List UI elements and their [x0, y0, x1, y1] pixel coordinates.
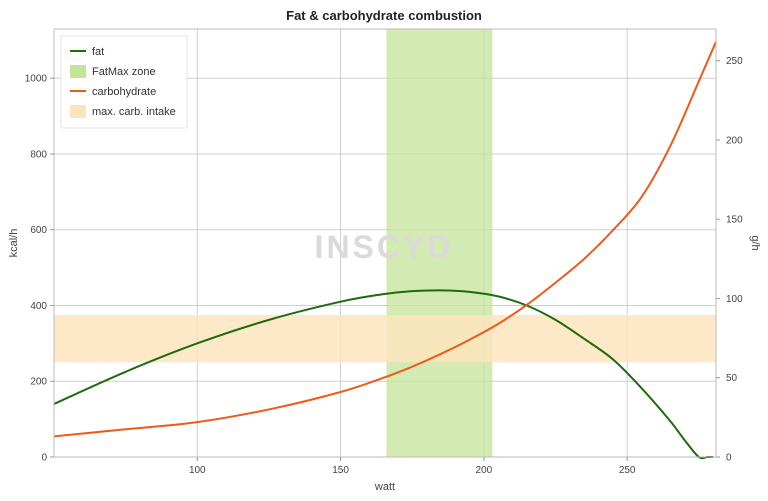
y-right-tick-label: 0 [726, 453, 732, 464]
y-right-tick-label: 250 [726, 56, 743, 67]
y-axis-right-label: g/h [749, 235, 761, 250]
x-tick-label: 200 [476, 465, 493, 476]
legend: fat FatMax zone carbohydrate max. carb. … [60, 35, 188, 129]
legend-swatch-max-carb-intake [70, 105, 86, 118]
y-left-tick-label: 800 [30, 149, 47, 160]
y-right-tick-label: 50 [726, 373, 738, 384]
x-tick-label: 250 [619, 465, 636, 476]
legend-label-fatmax-zone: FatMax zone [92, 66, 156, 78]
series-line-fat [53, 289, 714, 460]
y-right-tick-label: 200 [726, 135, 743, 146]
legend-label-carbohydrate: carbohydrate [92, 86, 156, 98]
y-right-tick-label: 150 [726, 215, 743, 226]
y-axis-left-label: kcal/h [8, 229, 20, 258]
legend-swatch-fatmax-zone [70, 65, 86, 78]
band-max-carb-intake [54, 314, 716, 363]
band-fatmax-zone [386, 29, 493, 457]
axes: 100 150 200 250 0 200 400 600 800 1000 0 50 100 150 20… [25, 56, 743, 476]
x-tick-label: 100 [189, 465, 206, 476]
legend-label-max-carb-intake: max. carb. intake [92, 106, 176, 118]
y-left-tick-label: 600 [30, 225, 47, 236]
watermark: INSCYD [315, 229, 454, 265]
chart-title: Fat & carbohydrate combustion [286, 8, 482, 23]
y-right-tick-label: 100 [726, 294, 743, 305]
plot-frame [53, 28, 717, 458]
series-line-carbohydrate [53, 41, 717, 438]
y-left-tick-label: 0 [41, 453, 47, 464]
series [53, 41, 717, 460]
x-tick-label: 150 [332, 465, 349, 476]
y-left-tick-label: 400 [30, 301, 47, 312]
legend-label-fat: fat [92, 46, 104, 58]
y-left-tick-label: 200 [30, 377, 47, 388]
y-left-tick-label: 1000 [25, 74, 48, 85]
x-axis-label: watt [374, 481, 395, 493]
